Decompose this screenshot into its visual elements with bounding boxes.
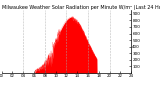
Text: Milwaukee Weather Solar Radiation per Minute W/m² (Last 24 Hours): Milwaukee Weather Solar Radiation per Mi… — [2, 5, 160, 10]
